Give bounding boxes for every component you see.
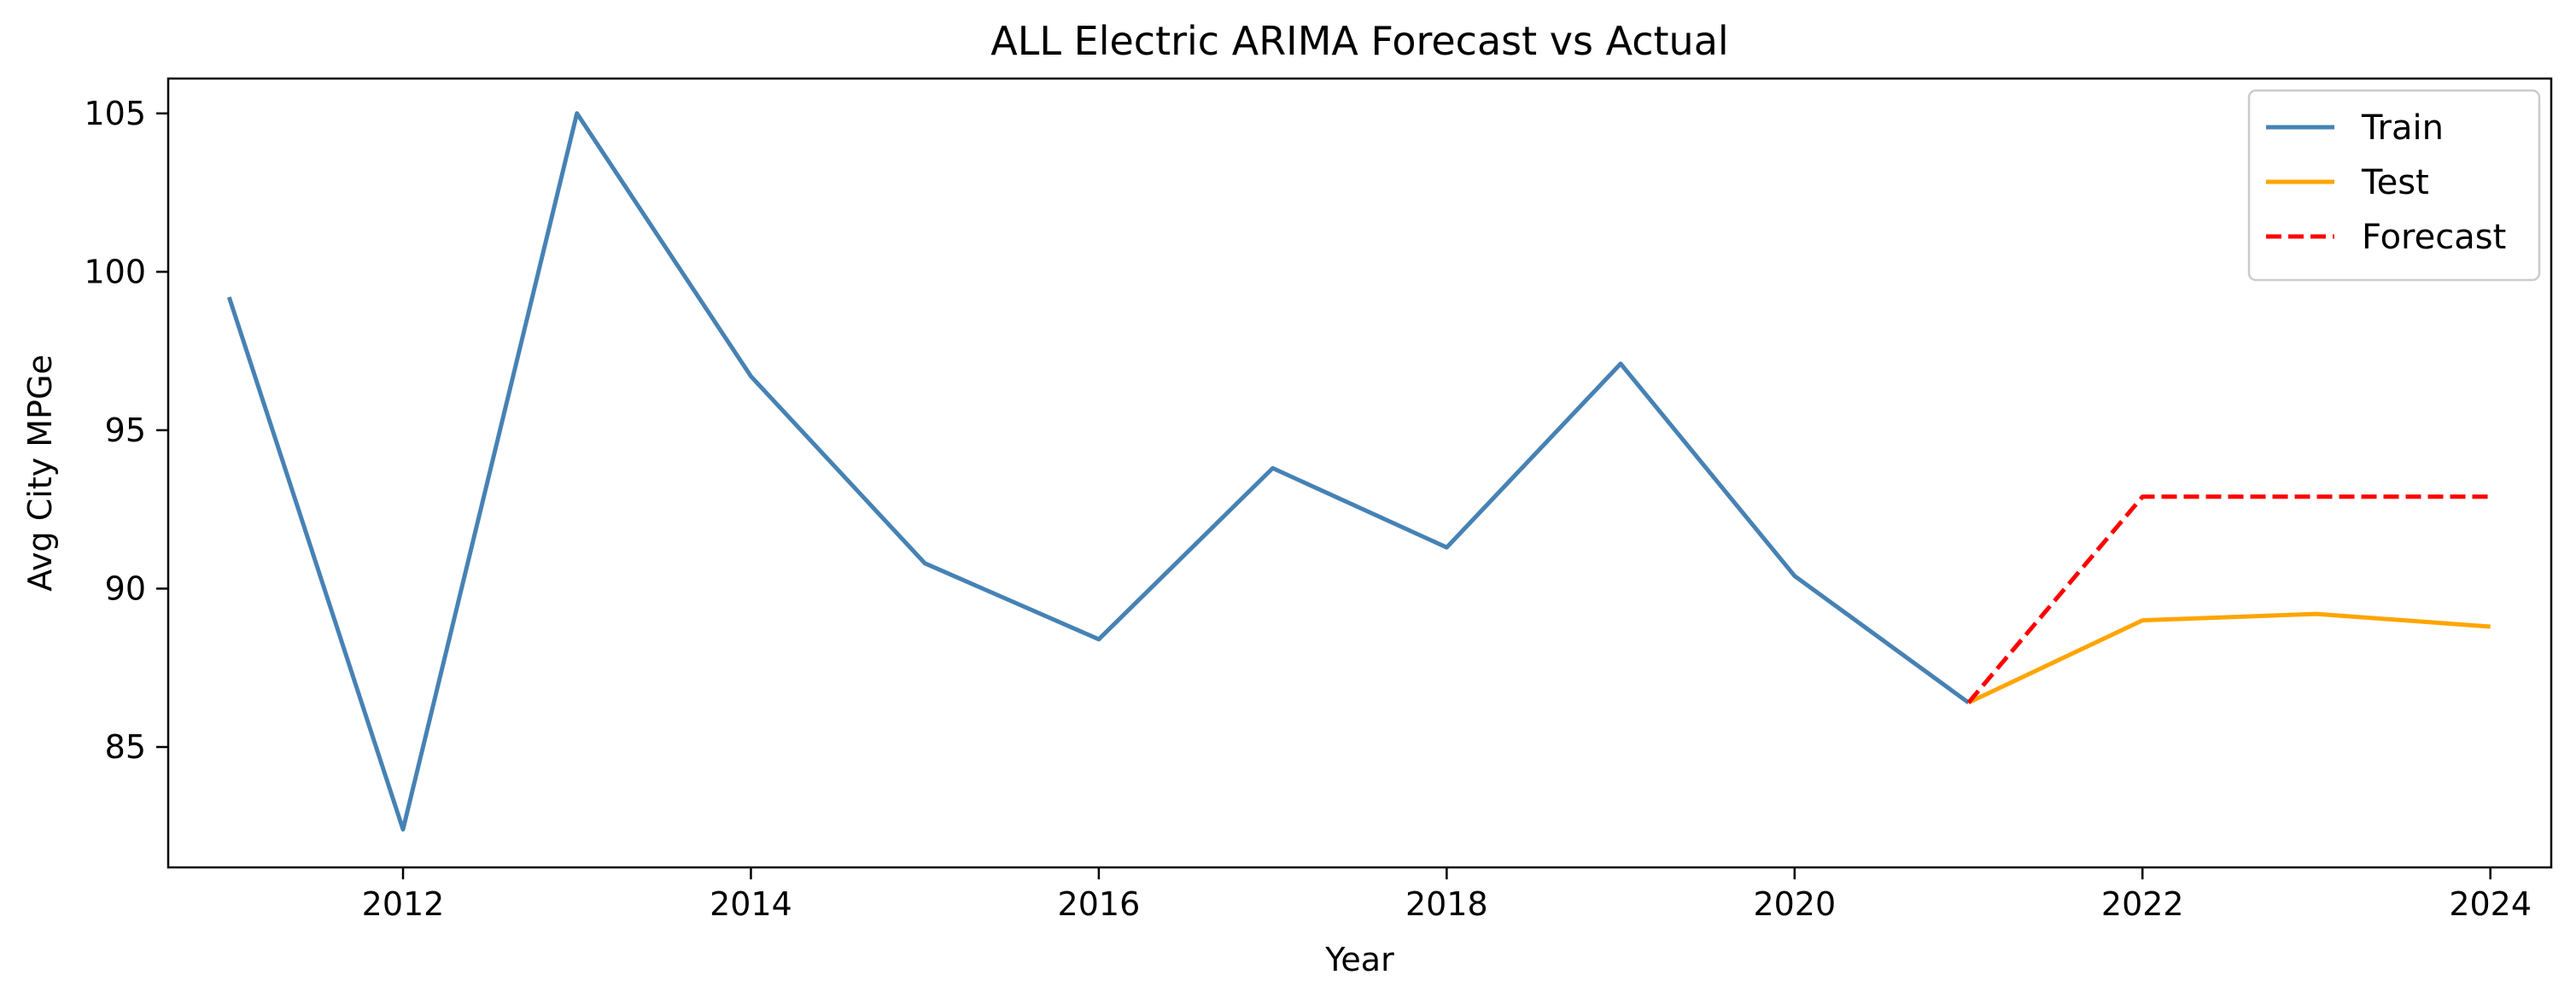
legend-label-test: Test xyxy=(2361,163,2429,202)
y-tick-label: 95 xyxy=(105,412,146,449)
x-tick-label: 2024 xyxy=(2449,885,2532,923)
x-tick-label: 2020 xyxy=(1753,885,1836,923)
series-line-train xyxy=(226,111,1970,832)
series-line-test xyxy=(1967,611,2491,705)
legend-label-train: Train xyxy=(2361,108,2444,148)
x-tick-label: 2018 xyxy=(1405,885,1488,923)
y-tick-label: 85 xyxy=(105,728,146,766)
plot-area xyxy=(226,111,2491,832)
y-tick-label: 90 xyxy=(105,569,146,607)
y-axis-label: Avg City MPGe xyxy=(21,354,59,592)
x-tick-label: 2022 xyxy=(2101,885,2184,923)
legend: Train Test Forecast xyxy=(2247,89,2541,282)
y-tick-label: 105 xyxy=(84,95,146,132)
y-tick-label: 100 xyxy=(84,253,146,290)
legend-label-forecast: Forecast xyxy=(2362,218,2506,257)
axes-frame xyxy=(166,77,2553,869)
legend-box xyxy=(2247,89,2541,282)
x-tick-label: 2014 xyxy=(710,885,792,923)
x-tick-label: 2016 xyxy=(1058,885,1141,923)
axes: 2012 2014 2016 2018 2020 2022 2024 85 90 95 100 105 xyxy=(84,77,2553,923)
chart-title: ALL Electric ARIMA Forecast vs Actual xyxy=(990,18,1728,64)
x-axis-label: Year xyxy=(1324,941,1394,978)
x-tick-label: 2012 xyxy=(362,885,445,923)
series-line-forecast xyxy=(1966,494,2491,704)
